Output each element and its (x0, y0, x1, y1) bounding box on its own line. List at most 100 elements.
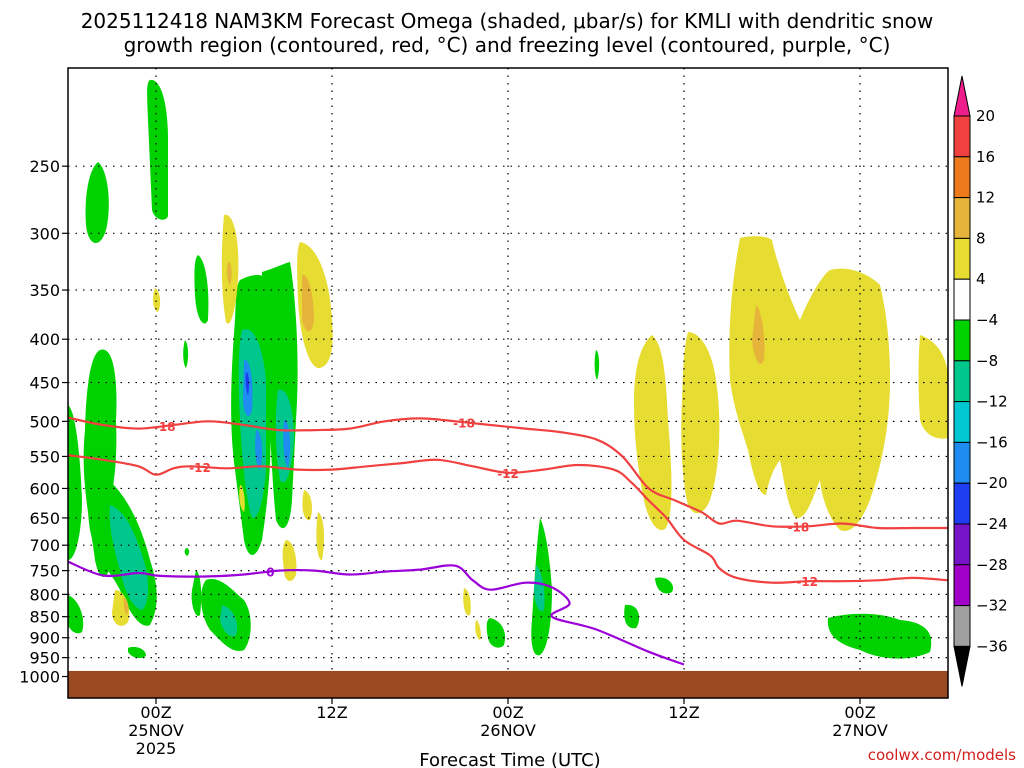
x-tick-label: 2025 (136, 739, 177, 758)
omega-region-downward (729, 236, 890, 531)
colorbar: 20 16 12 8 4 −4 −8 −12 −16 −20 −24 −28 −32 −36 (953, 75, 1008, 687)
contour-label: -12 (189, 461, 211, 475)
y-tick-label: 650 (29, 509, 60, 528)
y-tick-label: 550 (29, 447, 60, 466)
omega-region-strong-downward (752, 305, 765, 364)
colorbar-segment (953, 605, 971, 647)
y-tick-label: 1000 (19, 668, 60, 687)
colorbar-tick-label: 8 (976, 229, 986, 247)
x-tick-label: 27NOV (832, 721, 888, 740)
contour-label: -18 (154, 420, 176, 434)
colorbar-tick-label: −4 (976, 311, 998, 329)
colorbar-tick-label: 12 (976, 189, 995, 207)
colorbar-tick-label: −32 (976, 597, 1008, 615)
colorbar-segment (953, 115, 971, 158)
y-tick-label: 400 (29, 330, 60, 349)
y-tick-label: 500 (29, 412, 60, 431)
x-tick-label: 00Z (492, 703, 523, 722)
x-tick-label: 26NOV (480, 721, 536, 740)
contour-line-1 (68, 454, 948, 584)
omega-region-upward (827, 613, 932, 659)
omega-region-downward (681, 332, 720, 514)
y-tick-label: 600 (29, 479, 60, 498)
omega-region-upward (486, 618, 506, 648)
y-axis: 250 300 350 400 450 500 550 600 650 700 750 800 850 9… (19, 157, 68, 687)
omega-region-downward (302, 490, 312, 521)
x-axis-label: Forecast Time (UTC) (419, 750, 600, 768)
omega-region-strong-upward (534, 565, 545, 612)
x-tick-label: 00Z (140, 703, 171, 722)
chart-title-line-2: growth region (contoured, red, °C) and f… (124, 33, 891, 57)
omega-region-very-strong-upward (283, 420, 291, 468)
colorbar-bottom-arrow (953, 645, 971, 687)
omega-region-upward (594, 350, 600, 380)
colorbar-segment (953, 156, 971, 199)
colorbar-tick-label: −36 (976, 637, 1008, 655)
y-tick-label: 450 (29, 374, 60, 393)
contour-label: -18 (453, 416, 475, 430)
colorbar-tick-label: −16 (976, 433, 1008, 451)
omega-region-downward (239, 485, 245, 512)
x-tick-label: 25NOV (128, 721, 184, 740)
omega-region-upward (147, 79, 168, 220)
contour-label: -12 (796, 575, 818, 589)
contour-line-2 (68, 560, 685, 666)
omega-region-downward (297, 242, 333, 369)
omega-region-downward (316, 512, 325, 561)
omega-region-strong-downward (123, 598, 129, 615)
omega-shading-layer (68, 79, 948, 659)
y-tick-label: 800 (29, 585, 60, 604)
omega-region-upward (194, 255, 209, 324)
colorbar-segment (953, 482, 971, 525)
colorbar-tick-label: −28 (976, 556, 1008, 574)
omega-region-upward (191, 570, 202, 616)
ground-terrain (68, 670, 948, 698)
omega-region-upward (184, 548, 190, 556)
omega-region-strong-downward (302, 274, 314, 332)
contour-label: -18 (788, 520, 810, 534)
omega-region-upward (128, 646, 146, 659)
colorbar-segment (953, 319, 971, 362)
colorbar-tick-label: −12 (976, 393, 1008, 411)
omega-region-upward (85, 162, 109, 244)
y-tick-label: 700 (29, 536, 60, 555)
colorbar-segment (953, 237, 971, 280)
omega-region-very-strong-upward (245, 372, 250, 395)
omega-region-downward (463, 588, 471, 616)
omega-region-very-strong-upward (255, 430, 263, 470)
y-tick-label: 750 (29, 562, 60, 581)
colorbar-segment (953, 441, 971, 484)
colorbar-top-arrow (953, 75, 971, 117)
colorbar-segment (953, 401, 971, 443)
colorbar-tick-label: 16 (976, 148, 995, 166)
omega-region-strong-downward (226, 262, 232, 285)
contour-line-0 (68, 416, 948, 530)
omega-region-downward (475, 620, 481, 640)
omega-region-upward (655, 577, 674, 594)
colorbar-tick-label: −24 (976, 515, 1008, 533)
x-tick-label: 12Z (316, 703, 347, 722)
chart-title-line-1: 2025112418 NAM3KM Forecast Omega (shaded… (81, 9, 934, 33)
x-tick-label: 12Z (668, 703, 699, 722)
colorbar-segment (953, 360, 971, 403)
omega-region-upward (68, 405, 82, 560)
colorbar-segment (953, 278, 971, 321)
y-tick-label: 300 (29, 224, 60, 243)
colorbar-tick-label: −20 (976, 474, 1008, 492)
colorbar-tick-label: −8 (976, 352, 998, 370)
x-tick-label: 00Z (844, 703, 875, 722)
colorbar-tick-label: 4 (976, 270, 986, 288)
y-tick-label: 250 (29, 157, 60, 176)
contour-label: -12 (497, 467, 519, 481)
credit-text: coolwx.com/models (868, 746, 1016, 764)
omega-region-strong-upward (109, 505, 149, 610)
colorbar-tick-label: 20 (976, 107, 995, 125)
omega-region-downward (153, 288, 161, 312)
y-tick-label: 900 (29, 629, 60, 648)
omega-region-upward (68, 595, 84, 634)
omega-region-strong-upward (220, 605, 238, 637)
omega-region-upward (183, 340, 189, 368)
colorbar-segment (953, 564, 971, 607)
